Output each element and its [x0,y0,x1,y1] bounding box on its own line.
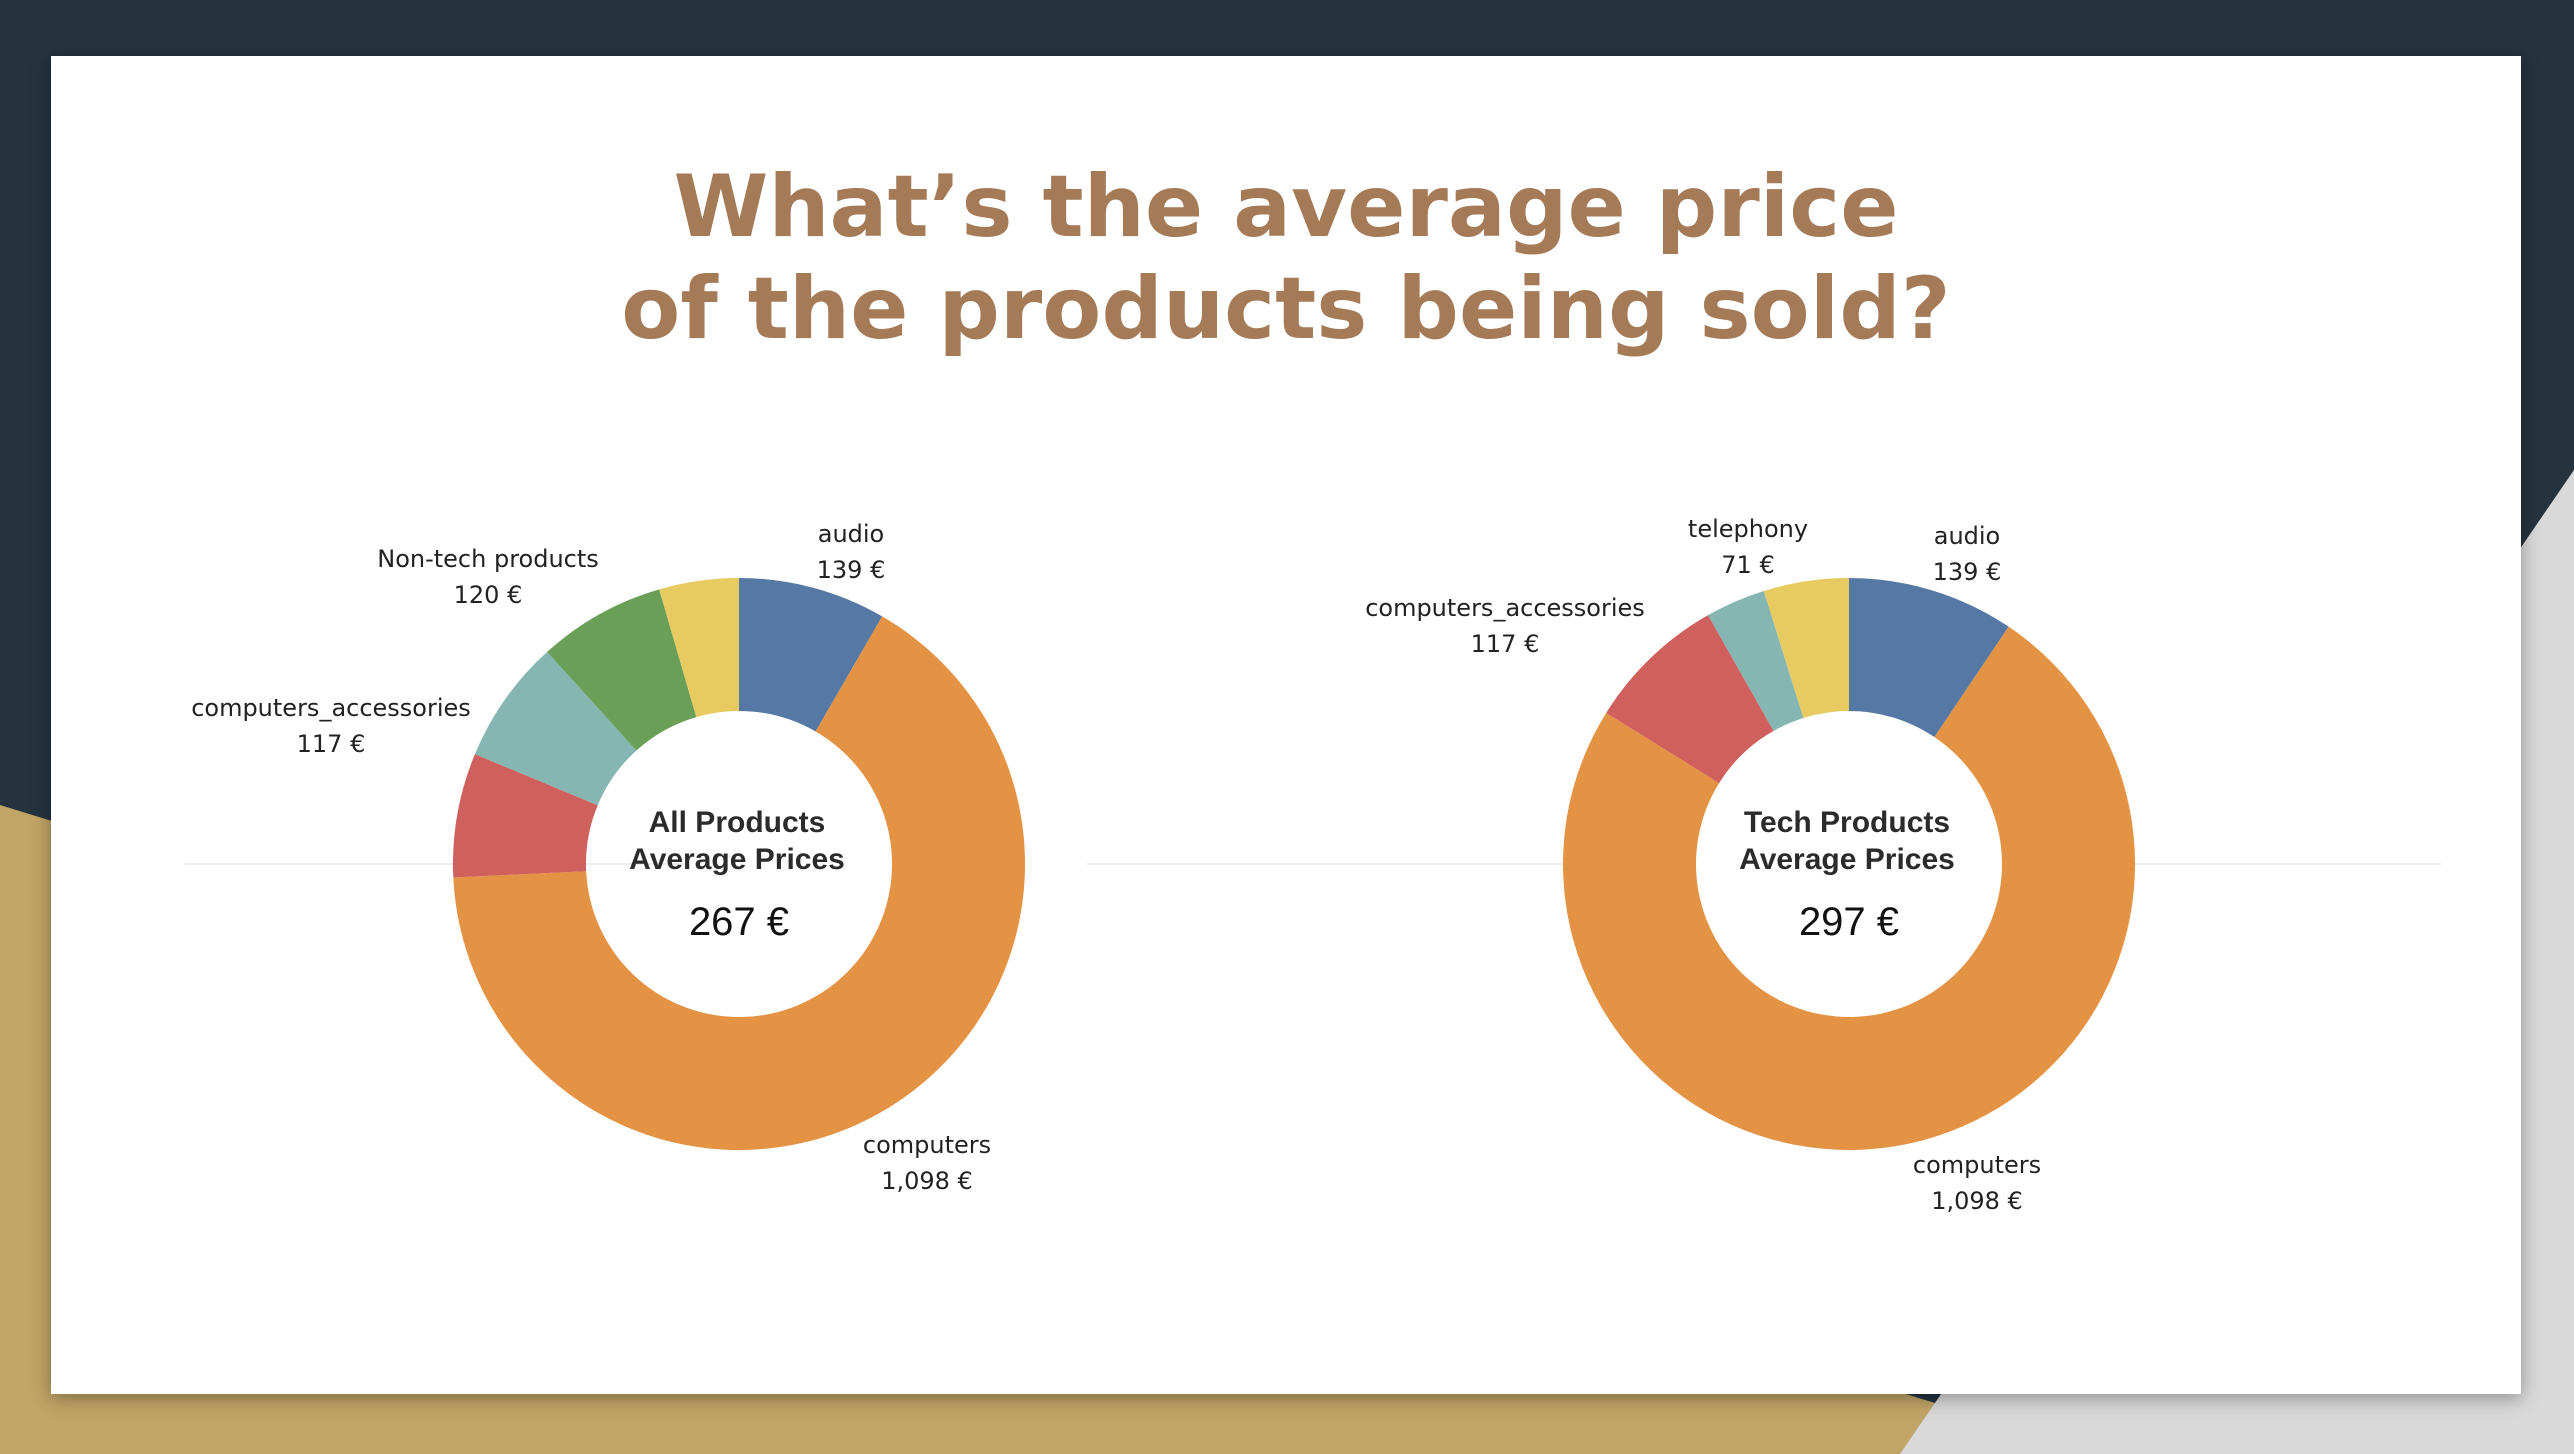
center-value: 267 € [689,900,789,944]
donut-slice-audio[interactable] [1849,578,2009,738]
slice-value-computers: 1,098 € [1931,1187,2023,1215]
slice-value-non-tech-products: 120 € [454,581,523,609]
donut-slice-computers[interactable] [453,616,1025,1150]
baseline-divider-left [185,863,685,865]
donut-slice-non-tech-products[interactable] [547,589,697,751]
baseline-divider-middle [1087,863,1597,865]
donut-slice-telephony[interactable] [1763,578,1849,718]
slice-value-computers-accessories: 117 € [297,730,366,758]
donut-slice-audio[interactable] [739,578,883,732]
center-title-line-1: All Products [649,806,826,839]
slide-panel: What’s the average price of the products… [51,56,2521,1394]
slice-value-telephony: 71 € [1721,551,1774,579]
slice-value-computers-accessories: 117 € [1471,630,1540,658]
donut-slice-unlabeled[interactable] [659,578,739,718]
charts-canvas: audio 139 € computers 1,098 € computers_acce… [191,515,2135,1215]
slice-label-computers-accessories: computers_accessories [1365,594,1645,622]
donut-slice-unlabeled[interactable] [1708,590,1804,731]
slice-label-non-tech-products: Non-tech products [377,545,599,573]
slice-value-computers: 1,098 € [881,1167,973,1195]
donut-chart-tech-products: audio 139 € computers 1,098 € computers_acce… [1365,515,2135,1215]
slice-label-computers: computers [863,1131,991,1159]
donut-slice-computers-accessories[interactable] [474,651,637,806]
title-line-2: of the products being sold? [621,259,1951,359]
center-value: 297 € [1799,900,1899,944]
center-title-line-2: Average Prices [1739,843,1955,876]
slice-value-audio: 139 € [817,556,886,584]
slice-label-telephony: telephony [1688,515,1808,543]
donut-slice-computers-accessories[interactable] [1606,615,1774,784]
center-title-line-2: Average Prices [629,843,845,876]
baseline-divider-right [2131,863,2441,865]
donut-chart-all-products: audio 139 € computers 1,098 € computers_acce… [191,520,1025,1195]
slice-label-computers-accessories: computers_accessories [191,694,471,722]
donut-slice-unlabeled[interactable] [453,754,598,878]
title-line-1: What’s the average price [673,157,1899,257]
slice-label-audio: audio [1934,522,2001,550]
center-title-line-1: Tech Products [1744,806,1950,839]
slice-label-computers: computers [1913,1151,2041,1179]
slide-title: What’s the average price of the products… [51,156,2521,360]
slice-value-audio: 139 € [1933,558,2002,586]
donut-slice-computers[interactable] [1562,626,2135,1151]
slice-label-audio: audio [818,520,885,548]
